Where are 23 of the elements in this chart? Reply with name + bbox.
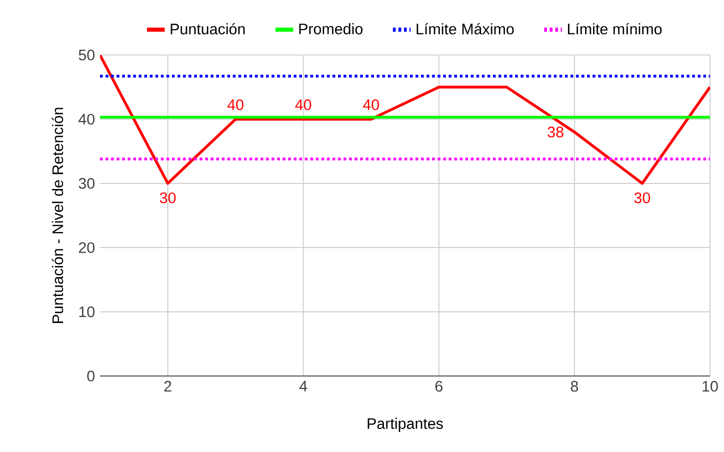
y-tick-label: 10: [79, 306, 94, 318]
legend-label: Promedio: [299, 23, 362, 34]
x-tick-label: 8: [570, 380, 578, 392]
x-tick-label: 4: [299, 380, 308, 392]
data-label: 40: [295, 99, 312, 110]
legend-label: Puntuación: [170, 23, 245, 34]
data-label: 38: [548, 126, 564, 138]
data-label: 40: [227, 99, 244, 110]
legend-label: Límite mínimo: [568, 23, 662, 34]
y-tick-label: 30: [78, 178, 94, 189]
y-tick-label: 50: [78, 50, 94, 60]
x-axis-title: Partipantes: [368, 418, 443, 432]
data-label: 30: [160, 192, 176, 204]
y-tick-label: 0: [87, 370, 95, 382]
x-tick-label: 6: [435, 380, 442, 392]
x-tick-label: 2: [164, 380, 172, 392]
x-tick-label: 10: [702, 380, 718, 392]
data-label: 40: [362, 99, 379, 110]
y-tick-label: 20: [78, 242, 94, 253]
y-tick-label: 40: [78, 114, 94, 125]
y-axis-title: Puntuación - Nivel de Retención: [52, 108, 64, 323]
data-label: 30: [634, 192, 650, 204]
legend-label: Límite Máximo: [416, 23, 514, 34]
